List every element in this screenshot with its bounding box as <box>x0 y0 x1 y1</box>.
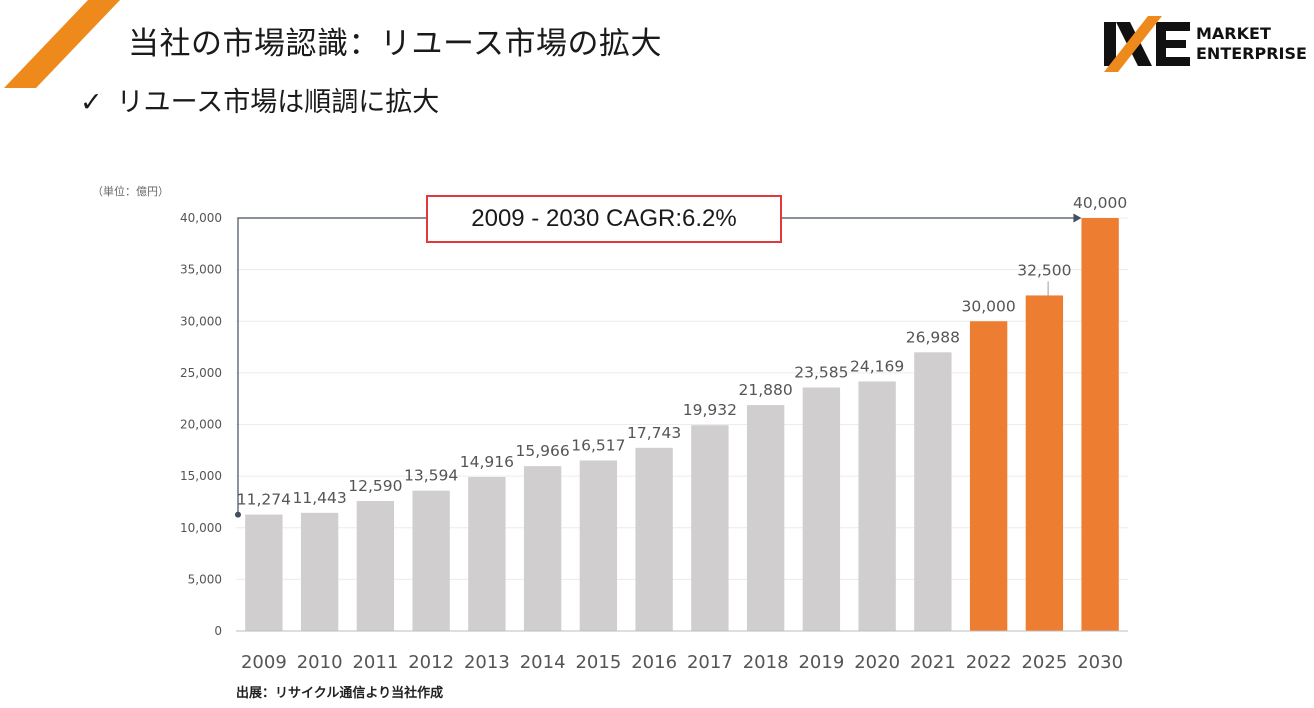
bar <box>914 352 952 631</box>
data-label: 11,443 <box>293 489 347 507</box>
y-tick-label: 40,000 <box>180 211 222 225</box>
data-label: 23,585 <box>794 363 848 381</box>
me-logo-icon <box>1104 16 1190 72</box>
logo-line-2: ENTERPRISE <box>1196 44 1307 63</box>
corner-stripe <box>4 0 120 88</box>
bar <box>1025 295 1064 631</box>
x-tick-label: 2015 <box>575 652 621 673</box>
data-label: 12,590 <box>348 477 402 495</box>
bar-layer <box>245 218 1119 631</box>
x-tick-label: 2030 <box>1077 652 1123 673</box>
x-tick-label: 2019 <box>798 652 844 673</box>
data-label: 24,169 <box>850 357 904 375</box>
bar <box>802 387 841 631</box>
subtitle-text: リユース市場は順調に拡大 <box>116 87 440 118</box>
logo-n-left <box>1104 22 1116 66</box>
y-tick-label: 15,000 <box>180 469 222 483</box>
bar <box>858 381 896 631</box>
data-label: 26,988 <box>906 328 960 346</box>
cagr-arrow-head <box>1073 213 1082 223</box>
logo-orange-slash <box>1104 16 1162 72</box>
page-title: 当社の市場認識：リユース市場の拡大 <box>128 26 662 62</box>
data-label: 21,880 <box>739 381 793 399</box>
cagr-annotation: 2009 - 2030 CAGR:6.2% <box>426 195 782 243</box>
x-tick-label: 2021 <box>910 652 956 673</box>
bar <box>969 321 1008 631</box>
data-label: 30,000 <box>962 297 1016 315</box>
x-tick-label: 2010 <box>297 652 343 673</box>
y-tick-label: 30,000 <box>180 314 222 328</box>
y-tick-label: 5,000 <box>188 572 222 586</box>
y-tick-label: 10,000 <box>180 521 222 535</box>
page-subtitle: ✓ リユース市場は順調に拡大 <box>80 80 439 119</box>
bar <box>523 466 562 631</box>
data-label: 40,000 <box>1073 194 1127 212</box>
source-note: 出展：リサイクル通信より当社作成 <box>236 686 444 701</box>
company-logo: MARKET ENTERPRISE <box>1100 14 1307 74</box>
x-tick-label: 2022 <box>966 652 1012 673</box>
bar <box>300 512 339 631</box>
x-tick-label: 2011 <box>352 652 398 673</box>
bar <box>468 476 506 631</box>
corner-stripe-shape <box>4 0 120 88</box>
x-tick-label: 2017 <box>687 652 733 673</box>
data-label: 16,517 <box>571 436 625 454</box>
logo-e-bars <box>1156 22 1190 66</box>
y-tick-label: 25,000 <box>180 366 222 380</box>
data-label: 15,966 <box>516 442 570 460</box>
bar <box>691 425 729 631</box>
logo-wordmark: MARKET ENTERPRISE <box>1196 24 1307 64</box>
y-tick-label: 35,000 <box>180 263 222 277</box>
x-tick-label: 2016 <box>631 652 677 673</box>
bar <box>635 447 673 631</box>
bar <box>412 490 450 631</box>
x-tick-label: 2013 <box>464 652 510 673</box>
data-label: 14,916 <box>460 453 514 471</box>
bar <box>579 460 618 631</box>
data-label: 13,594 <box>404 467 458 485</box>
y-tick-label: 20,000 <box>180 418 222 432</box>
x-tick-label: 2012 <box>408 652 454 673</box>
y-unit-label: （単位：億円） <box>92 184 169 198</box>
data-label: 17,743 <box>627 424 681 442</box>
bar <box>245 514 283 631</box>
bar <box>1081 218 1119 631</box>
data-label: 32,500 <box>1017 261 1071 279</box>
logo-line-1: MARKET <box>1196 24 1271 43</box>
x-tick-label: 2014 <box>520 652 566 673</box>
x-tick-label: 2020 <box>854 652 900 673</box>
data-label: 19,932 <box>683 401 737 419</box>
y-tick-label: 0 <box>214 624 222 638</box>
bar <box>356 501 395 631</box>
data-label: 11,274 <box>237 491 291 509</box>
x-tick-label: 2018 <box>743 652 789 673</box>
cagr-arrow-layer <box>235 213 1082 518</box>
check-icon: ✓ <box>80 87 103 118</box>
axis-layer: （単位：億円） 0 5,000 10,000 15,000 20,000 25,000 30,… <box>92 184 1128 673</box>
bar <box>746 405 785 631</box>
x-tick-label: 2025 <box>1021 652 1067 673</box>
cagr-arrow-line <box>237 217 1074 515</box>
x-tick-label: 2009 <box>241 652 287 673</box>
